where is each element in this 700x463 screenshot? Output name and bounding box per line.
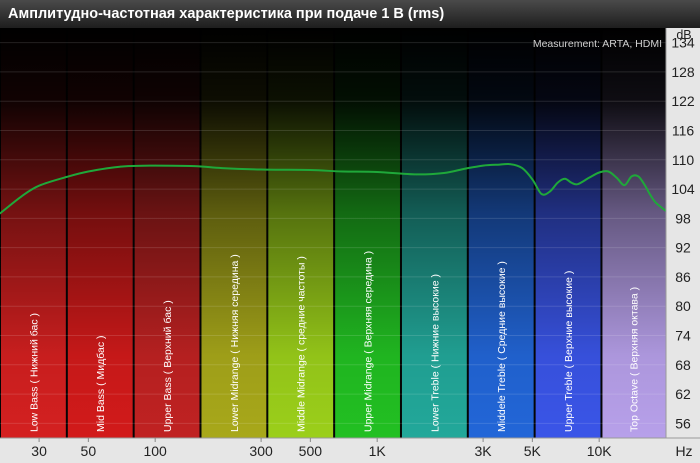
data-point [649,194,652,196]
data-point [0,212,1,215]
x-tick-label: 500 [299,443,323,459]
y-tick-label: 56 [675,415,691,431]
data-point [443,172,445,174]
x-axis-panel [0,438,700,463]
data-point [66,176,68,178]
x-tick-label: 3K [475,443,493,459]
plot-fade [0,28,666,438]
data-point [576,183,579,185]
title-bar: Амплитудно-частотная характеристика при … [0,0,700,28]
data-point [615,177,618,179]
data-point [342,170,344,173]
data-point [221,167,223,169]
x-tick-label: 10K [587,443,613,459]
y-tick-label: 80 [675,298,691,314]
y-tick-label: 92 [675,240,691,256]
data-point [20,195,23,198]
band-label: Lower Treble ( Нижние высокие ) [429,274,441,432]
band-label: Low Bass ( Нижний бас ) [28,313,40,432]
data-point [570,181,573,184]
data-point [588,177,590,179]
x-tick-label: 300 [249,443,273,459]
x-tick-label: 5K [524,443,542,459]
measurement-note: Measurement: ARTA, HDMI [533,38,662,50]
data-point [598,171,600,174]
x-tick-label: 1K [369,443,387,459]
data-point [643,183,646,186]
band-label: Middle Midrange ( средние частоты ) [296,256,308,432]
data-point [564,178,566,180]
data-point [120,165,122,168]
data-point [376,171,379,173]
y-tick-label: 62 [675,386,691,402]
band-label: Middele Treble ( Средние высокие ) [496,261,508,432]
band-label: Top Octave ( Верхняя октава ) [629,287,641,432]
y-tick-label: 86 [675,269,691,285]
y-tick-label: 122 [671,93,695,109]
data-point [87,170,90,173]
data-point [309,169,312,171]
data-point [497,163,499,166]
data-point [464,167,467,170]
y-tick-label: 110 [672,152,695,168]
y-tick-label: 98 [675,210,691,226]
frequency-response-chart: Low Bass ( Нижний бас ) Mid Bass ( Мидбас… [0,28,700,463]
data-point [38,184,40,187]
band-label: Lower Midrange ( Нижняя середина ) [229,254,241,432]
data-point [556,181,559,184]
y-tick-label: 128 [671,64,695,80]
band-label: Upper Bass ( Верхний бас ) [162,300,174,432]
y-tick-label: 134 [671,35,695,51]
data-point [637,175,640,178]
y-tick-label: 104 [671,181,695,197]
band-label: Mid Bass ( Мидбас ) [95,335,107,432]
chart-title: Амплитудно-частотная характеристика при … [8,6,445,22]
y-unit-label: dB [676,28,691,42]
data-point [540,193,543,195]
x-tick-label: 30 [31,443,47,459]
data-point [415,173,418,176]
data-point [549,190,551,193]
x-unit-label: Hz [675,443,692,459]
data-point [510,163,512,165]
data-point [607,170,610,173]
y-tick-label: 116 [672,123,695,139]
data-point [630,175,633,178]
data-point [623,184,626,186]
data-point [260,168,262,171]
data-point [482,164,484,167]
x-tick-label: 100 [143,443,167,459]
data-point [655,201,657,204]
y-axis-panel [666,28,700,463]
data-point [154,164,156,167]
band-label: Upper Treble ( Верхние высокие ) [563,271,575,432]
x-tick-label: 50 [81,443,97,459]
data-point [193,165,196,167]
y-tick-label: 68 [675,357,691,373]
data-point [531,178,534,181]
data-point [521,167,523,169]
y-tick-label: 74 [675,328,691,344]
band-label: Upper Midrange ( Верхняя середина ) [363,251,375,432]
